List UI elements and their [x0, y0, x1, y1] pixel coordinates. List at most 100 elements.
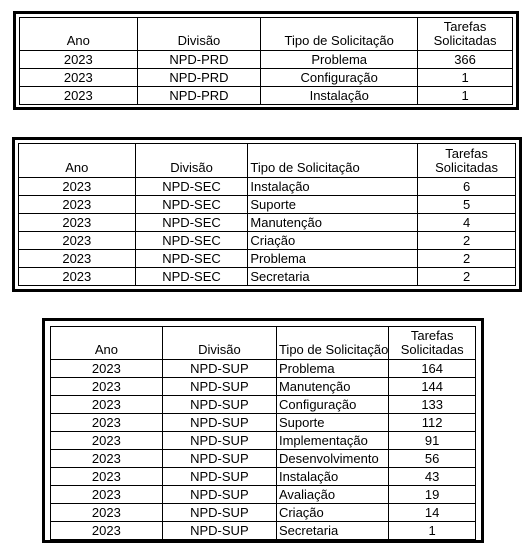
cell-tipo: Instalação [247, 177, 419, 196]
cell-tipo: Instalação [260, 86, 419, 105]
cell-tarefas: 164 [388, 359, 476, 378]
cell-tipo: Implementação [275, 431, 390, 450]
table-row: 2023 NPD-SUP Suporte 112 [50, 413, 476, 432]
table-row: 2023 NPD-PRD Problema 366 [19, 50, 513, 69]
cell-ano: 2023 [50, 431, 163, 450]
cell-divisao: NPD-SUP [161, 395, 277, 414]
table-row: 2023 NPD-SEC Criação 2 [18, 231, 516, 250]
cell-tarefas: 133 [388, 395, 476, 414]
cell-tarefas: 2 [417, 249, 516, 268]
cell-tipo: Problema [275, 359, 390, 378]
table-sec-box: Ano Divisão Tipo de Solicitação Tarefas S… [12, 137, 522, 292]
cell-ano: 2023 [19, 50, 138, 69]
table-body: 2023 NPD-SEC Instalação 6 2023 NPD-SEC Suporte… [18, 177, 516, 286]
table-row: 2023 NPD-SUP Avaliação 19 [50, 485, 476, 504]
header-tarefas-line2: Solicitadas [400, 342, 464, 357]
table-prd: Ano Divisão Tipo de Solicitação Tarefas S… [19, 17, 513, 105]
cell-divisao: NPD-SUP [161, 431, 277, 450]
cell-ano: 2023 [18, 249, 136, 268]
table-prd-box: Ano Divisão Tipo de Solicitação Tarefas S… [13, 11, 519, 110]
cell-divisao: NPD-PRD [136, 86, 262, 105]
header-ano: Ano [19, 17, 138, 51]
cell-ano: 2023 [50, 377, 163, 396]
table-row: 2023 NPD-PRD Instalação 1 [19, 86, 513, 105]
cell-tipo: Criação [275, 503, 390, 522]
header-ano: Ano [50, 326, 163, 360]
cell-divisao: NPD-SUP [161, 449, 277, 468]
header-row: Ano Divisão Tipo de Solicitação Tarefas S… [50, 326, 476, 360]
header-row: Ano Divisão Tipo de Solicitação Tarefas S… [18, 143, 516, 178]
table-row: 2023 NPD-SUP Implementação 91 [50, 431, 476, 450]
cell-divisao: NPD-SUP [161, 521, 277, 540]
cell-ano: 2023 [50, 485, 163, 504]
cell-tipo: Suporte [247, 195, 419, 214]
cell-divisao: NPD-SEC [134, 231, 249, 250]
cell-divisao: NPD-SEC [134, 195, 249, 214]
header-tarefas-line2: Solicitadas [435, 160, 498, 175]
cell-tipo: Instalação [275, 467, 390, 486]
cell-tipo: Avaliação [275, 485, 390, 504]
cell-tipo: Configuração [275, 395, 390, 414]
header-tarefas: Tarefas Solicitadas [388, 326, 476, 360]
cell-tipo: Configuração [260, 68, 419, 87]
cell-tarefas: 56 [388, 449, 476, 468]
cell-ano: 2023 [50, 503, 163, 522]
header-tipo: Tipo de Solicitação [260, 17, 419, 51]
cell-tipo: Manutenção [275, 377, 390, 396]
table-row: 2023 NPD-SUP Manutenção 144 [50, 377, 476, 396]
cell-divisao: NPD-PRD [136, 50, 262, 69]
table-row: 2023 NPD-SEC Instalação 6 [18, 177, 516, 196]
cell-tarefas: 91 [388, 431, 476, 450]
cell-ano: 2023 [19, 68, 138, 87]
cell-tarefas: 1 [388, 521, 476, 540]
header-row: Ano Divisão Tipo de Solicitação Tarefas S… [19, 17, 513, 51]
header-tipo: Tipo de Solicitação [247, 143, 419, 178]
cell-ano: 2023 [18, 195, 136, 214]
header-ano: Ano [18, 143, 136, 178]
cell-ano: 2023 [50, 359, 163, 378]
cell-tarefas: 19 [388, 485, 476, 504]
cell-ano: 2023 [19, 86, 138, 105]
cell-tarefas: 2 [417, 267, 516, 286]
cell-ano: 2023 [50, 395, 163, 414]
table-row: 2023 NPD-SUP Problema 164 [50, 359, 476, 378]
cell-ano: 2023 [18, 213, 136, 232]
cell-divisao: NPD-SEC [134, 213, 249, 232]
cell-tarefas: 6 [417, 177, 516, 196]
cell-divisao: NPD-PRD [136, 68, 262, 87]
header-tarefas: Tarefas Solicitadas [417, 17, 513, 51]
header-tarefas-line1: Tarefas [443, 19, 487, 34]
table-row: 2023 NPD-SEC Problema 2 [18, 249, 516, 268]
cell-divisao: NPD-SUP [161, 359, 277, 378]
table-row: 2023 NPD-SUP Secretaria 1 [50, 521, 476, 540]
header-divisao: Divisão [161, 326, 277, 360]
cell-divisao: NPD-SEC [134, 267, 249, 286]
cell-divisao: NPD-SEC [134, 177, 249, 196]
cell-ano: 2023 [18, 267, 136, 286]
table-sup-box: Ano Divisão Tipo de Solicitação Tarefas S… [42, 318, 484, 543]
cell-tarefas: 43 [388, 467, 476, 486]
table-sup: Ano Divisão Tipo de Solicitação Tarefas S… [50, 326, 476, 540]
table-sec: Ano Divisão Tipo de Solicitação Tarefas S… [18, 143, 516, 286]
cell-tarefas: 112 [388, 413, 476, 432]
header-tarefas-line1: Tarefas [410, 328, 454, 343]
table-body: 2023 NPD-PRD Problema 366 2023 NPD-PRD Configu… [19, 50, 513, 105]
table-row: 2023 NPD-SEC Secretaria 2 [18, 267, 516, 286]
cell-tarefas: 14 [388, 503, 476, 522]
table-body: 2023 NPD-SUP Problema 164 2023 NPD-SUP Manuten… [50, 359, 476, 540]
cell-ano: 2023 [50, 449, 163, 468]
table-row: 2023 NPD-SUP Criação 14 [50, 503, 476, 522]
cell-divisao: NPD-SUP [161, 467, 277, 486]
cell-tipo: Problema [260, 50, 419, 69]
header-tipo: Tipo de Solicitação [275, 326, 390, 360]
table-row: 2023 NPD-SEC Manutenção 4 [18, 213, 516, 232]
cell-tarefas: 366 [417, 50, 513, 69]
cell-ano: 2023 [50, 413, 163, 432]
cell-tipo: Suporte [275, 413, 390, 432]
cell-tarefas: 5 [417, 195, 516, 214]
cell-tipo: Secretaria [275, 521, 390, 540]
cell-tipo: Manutenção [247, 213, 419, 232]
table-row: 2023 NPD-SUP Configuração 133 [50, 395, 476, 414]
header-tarefas-line2: Solicitadas [433, 33, 497, 48]
header-tarefas: Tarefas Solicitadas [417, 143, 516, 178]
